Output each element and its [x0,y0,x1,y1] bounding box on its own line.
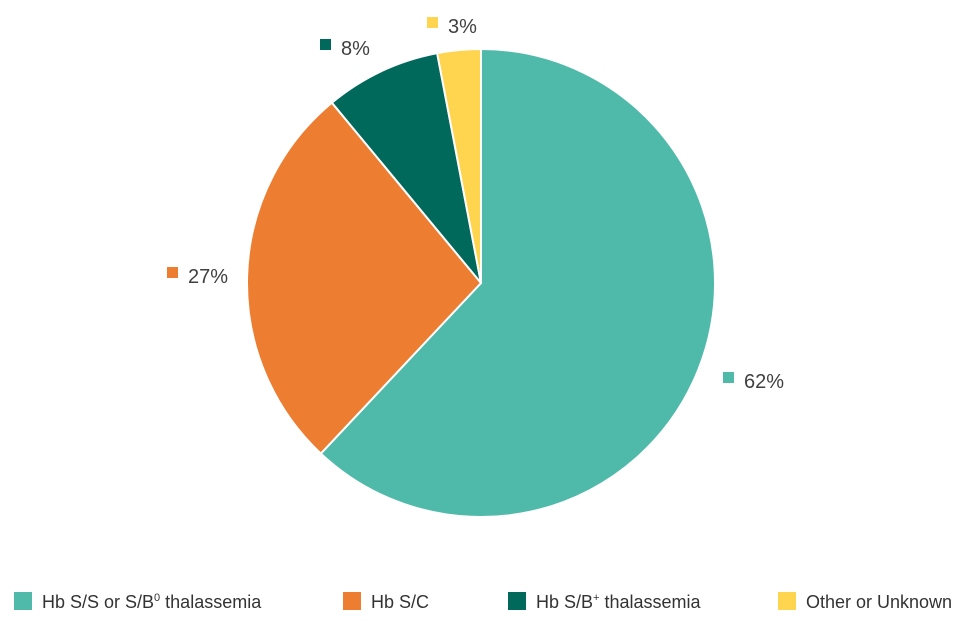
pie-slice-3 [330,51,482,284]
pie-slice-2 [246,101,483,455]
legend-swatch [343,592,361,610]
data-labels: 62% 27% 8% 3% [167,16,784,393]
data-label-marker-3 [320,39,331,50]
pie-slice-1 [319,47,716,518]
legend-swatch [14,592,32,610]
legend-item-1: Hb S/S or S/B0 thalassemia [14,592,262,612]
legend-item-2: Hb S/C [343,592,429,612]
data-label-3: 8% [341,38,370,60]
legend-label: Other or Unknown [806,592,952,612]
data-label-marker-1 [723,372,734,383]
legend-label: Hb S/S or S/B0 thalassemia [42,592,262,612]
legend-item-3: Hb S/B+ thalassemia [508,592,702,612]
legend-label: Hb S/C [371,592,429,612]
legend: Hb S/S or S/B0 thalassemia Hb S/C Hb S/B+ … [14,592,952,612]
legend-item-4: Other or Unknown [778,592,952,612]
legend-label: Hb S/B+ thalassemia [536,592,702,612]
legend-swatch [778,592,796,610]
pie-slice-4 [435,47,482,284]
data-label-2: 27% [188,266,228,288]
pie-slices [246,47,716,518]
data-label-marker-2 [167,267,178,278]
data-label-marker-4 [427,17,438,28]
data-label-1: 62% [744,371,784,393]
data-label-4: 3% [448,16,477,38]
legend-swatch [508,592,526,610]
